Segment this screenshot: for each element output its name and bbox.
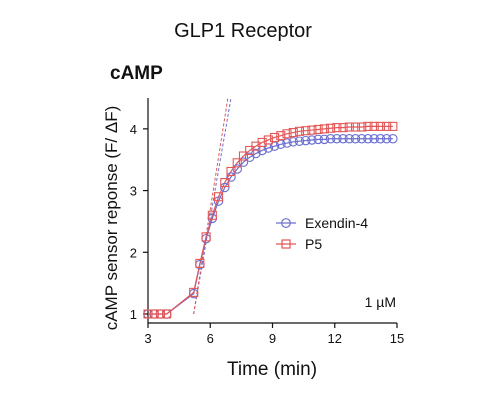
data-point: [382, 121, 392, 131]
data-point: [369, 121, 379, 131]
data-point: [332, 123, 342, 133]
data-point: [232, 158, 242, 168]
legend-label-exendin-4: Exendin-4: [305, 215, 368, 231]
data-point: [326, 123, 336, 133]
data-point: [338, 123, 348, 133]
data-point: [344, 133, 355, 144]
data-point: [307, 125, 317, 135]
series-markers: [143, 121, 398, 319]
data-point: [214, 192, 224, 202]
data-point: [288, 137, 298, 147]
y-axis-label: cAMP sensor reponse (F/ ΔF): [102, 106, 121, 331]
x-tick-label: 12: [328, 331, 342, 346]
data-point: [350, 122, 361, 132]
data-point: [307, 135, 317, 145]
legend-marker-exendin-4: [281, 218, 291, 228]
data-point: [350, 133, 361, 144]
data-point: [162, 309, 172, 319]
x-tick-label: 15: [390, 331, 404, 346]
data-point: [356, 133, 367, 144]
data-point: [149, 309, 159, 319]
data-point: [325, 133, 336, 144]
y-tick-label: 4: [130, 122, 137, 137]
data-point: [319, 134, 330, 145]
concentration-annotation: 1 µM: [365, 294, 396, 310]
data-point: [300, 135, 311, 146]
data-point: [232, 164, 242, 174]
data-point: [207, 210, 217, 220]
data-point: [226, 166, 236, 176]
data-point: [220, 182, 230, 193]
y-tick-label: 2: [130, 245, 137, 260]
data-point: [238, 151, 248, 161]
slope-line: [193, 97, 229, 315]
data-point: [344, 122, 354, 132]
x-axis-label: Time (min): [227, 359, 317, 380]
series-line: [148, 125, 393, 315]
data-point: [381, 133, 392, 144]
data-point: [226, 172, 236, 182]
chart-subtitle: cAMP: [110, 63, 163, 84]
legend-label-p5: P5: [305, 236, 322, 252]
data-point: [251, 148, 261, 159]
data-point: [282, 138, 292, 148]
data-point: [155, 309, 165, 319]
data-point: [388, 121, 398, 131]
data-point: [375, 121, 385, 131]
data-point: [313, 134, 323, 145]
data-point: [276, 131, 286, 141]
data-point: [195, 258, 205, 268]
data-point: [313, 124, 323, 135]
data-point: [332, 133, 342, 144]
data-point: [263, 135, 273, 145]
data-point: [282, 129, 292, 139]
x-ticks: 3 6 9 12 15: [144, 323, 404, 346]
series-lines: [148, 125, 393, 315]
data-point: [270, 132, 280, 143]
legend: Exendin-4 P5: [276, 215, 368, 252]
data-point: [363, 133, 373, 144]
data-point: [143, 309, 153, 319]
data-point: [288, 128, 298, 138]
data-point: [238, 157, 249, 167]
legend-item-exendin-4: Exendin-4: [276, 215, 368, 231]
data-point: [388, 133, 398, 144]
y-tick-label: 3: [130, 184, 137, 199]
data-point: [201, 232, 211, 242]
x-tick-label: 3: [144, 331, 151, 346]
data-point: [319, 124, 329, 134]
data-point: [220, 177, 230, 188]
data-point: [189, 287, 199, 297]
legend-item-p5: P5: [276, 236, 322, 252]
data-point: [294, 126, 305, 136]
data-point: [301, 126, 311, 136]
data-point: [369, 133, 379, 144]
y-tick-label: 1: [130, 307, 137, 322]
x-tick-label: 6: [207, 331, 214, 346]
legend-marker-p5: [281, 239, 291, 249]
data-point: [375, 133, 386, 144]
y-ticks: 1 2 3 4: [130, 122, 148, 322]
data-point: [257, 137, 267, 147]
chart-title: GLP1 Receptor: [174, 20, 312, 42]
data-point: [294, 136, 305, 146]
initial-slope-lines: [193, 97, 232, 315]
data-point: [357, 122, 367, 132]
data-point: [363, 121, 373, 131]
slope-line: [193, 97, 232, 315]
data-point: [338, 133, 348, 144]
x-tick-label: 9: [269, 331, 276, 346]
